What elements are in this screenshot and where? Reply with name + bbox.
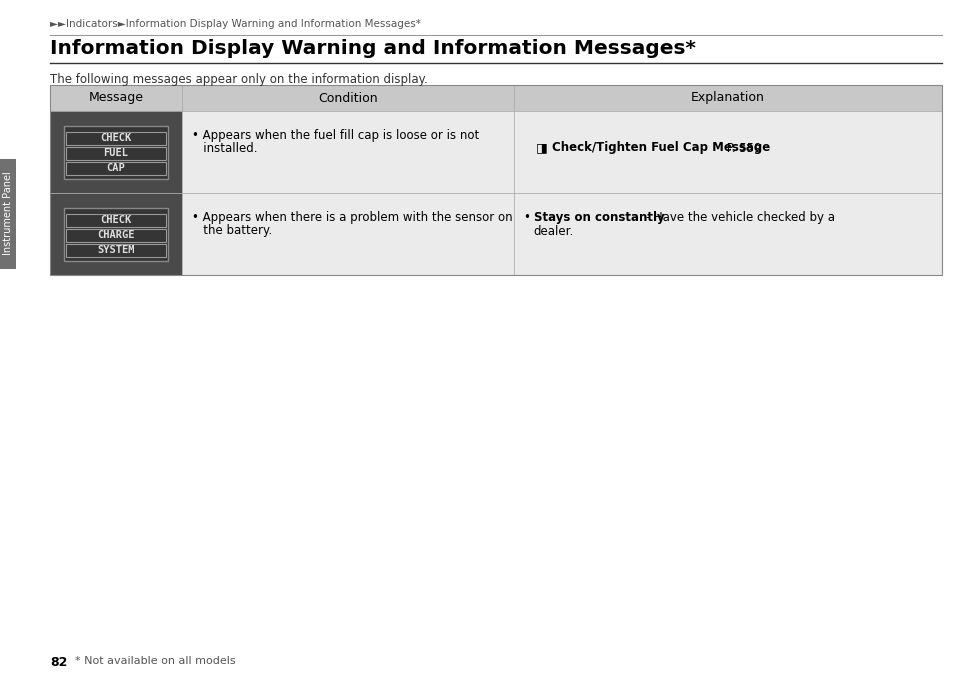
Bar (182, 193, 514, 275)
Text: CHECK: CHECK (100, 133, 132, 143)
Text: the battery.: the battery. (192, 224, 272, 237)
Text: Stays on constantly: Stays on constantly (534, 211, 664, 224)
Text: SYSTEM: SYSTEM (97, 245, 134, 255)
Bar (50, 85, 182, 111)
Text: Explanation: Explanation (690, 92, 764, 104)
Bar (66, 214, 166, 226)
Text: Message: Message (89, 92, 143, 104)
Bar (66, 162, 166, 175)
Bar (66, 228, 166, 241)
Text: Information Display Warning and Information Messages*: Information Display Warning and Informat… (50, 39, 695, 58)
Text: CHECK: CHECK (100, 215, 132, 225)
Text: ◨: ◨ (536, 142, 547, 154)
Bar (66, 131, 166, 144)
Text: •: • (523, 211, 534, 224)
Bar (50, 85, 941, 275)
Bar (66, 146, 166, 160)
Bar (182, 85, 514, 111)
Text: 82: 82 (50, 656, 68, 669)
Text: The following messages appear only on the information display.: The following messages appear only on th… (50, 73, 427, 86)
Text: CAP: CAP (107, 163, 125, 173)
Text: • Appears when the fuel fill cap is loose or is not: • Appears when the fuel fill cap is loos… (192, 129, 478, 142)
Bar (64, 208, 168, 260)
Text: * Not available on all models: * Not available on all models (75, 656, 235, 666)
Bar (514, 193, 941, 275)
Bar (514, 111, 941, 193)
Text: Condition: Condition (317, 92, 377, 104)
Bar (182, 111, 514, 193)
Text: ►►Indicators►Information Display Warning and Information Messages*: ►►Indicators►Information Display Warning… (50, 19, 420, 29)
Text: CHARGE: CHARGE (97, 230, 134, 240)
Text: • Appears when there is a problem with the sensor on: • Appears when there is a problem with t… (192, 211, 512, 224)
Text: P. 559: P. 559 (722, 142, 760, 154)
Text: - Have the vehicle checked by a: - Have the vehicle checked by a (641, 211, 834, 224)
Text: Check/Tighten Fuel Cap Message: Check/Tighten Fuel Cap Message (551, 142, 769, 154)
Bar (50, 111, 182, 193)
Bar (66, 243, 166, 257)
Text: FUEL: FUEL (103, 148, 129, 158)
Bar (50, 193, 182, 275)
Text: dealer.: dealer. (534, 225, 574, 238)
Bar (0, 158, 16, 268)
Text: installed.: installed. (192, 142, 257, 155)
Bar (514, 85, 941, 111)
Bar (64, 125, 168, 179)
Text: Instrument Panel: Instrument Panel (3, 172, 13, 255)
